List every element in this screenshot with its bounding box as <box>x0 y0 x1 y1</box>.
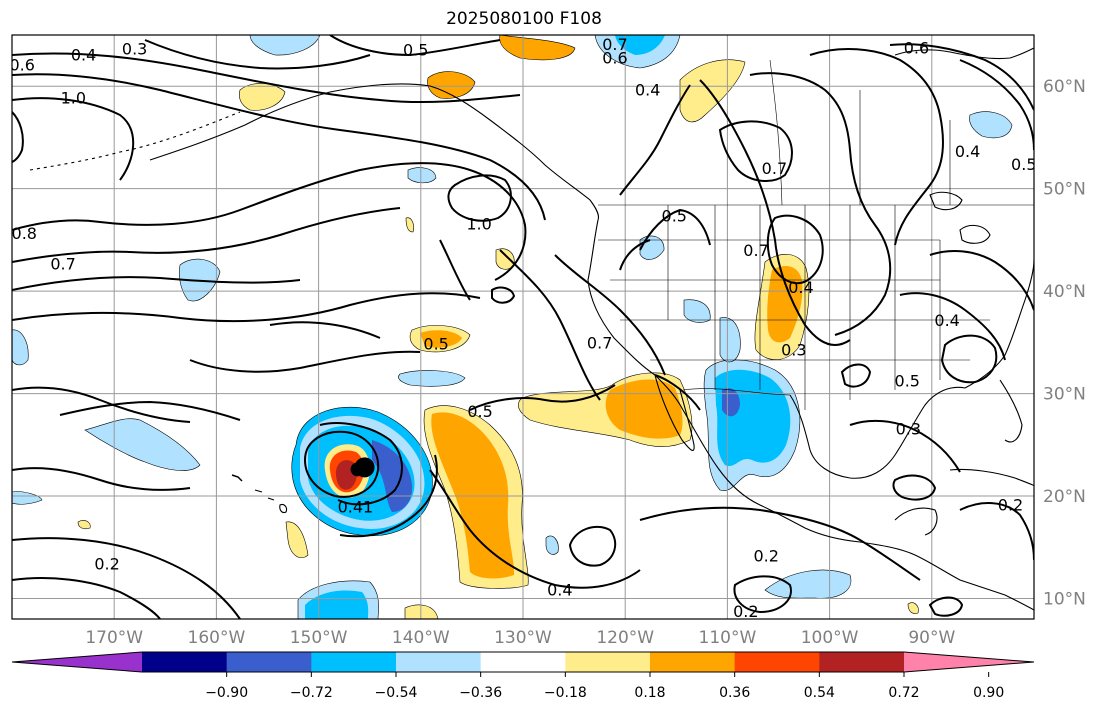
contour-label: 0.4 <box>788 278 813 297</box>
contour-label: 0.8 <box>12 224 37 243</box>
longitude-tick-label: 160°W <box>188 628 246 648</box>
contour-label: 0.7 <box>743 241 768 260</box>
contour-label: 0.6 <box>904 38 929 57</box>
contour-label: 0.41 <box>338 497 374 516</box>
colorbar-segment <box>565 652 651 672</box>
colorbar-segment <box>226 652 312 672</box>
colorbar-segment <box>396 652 482 672</box>
latitude-tick-label: 50°N <box>1043 180 1086 200</box>
contour-label: 0.2 <box>998 495 1023 514</box>
contour-label: 0.7 <box>762 159 787 178</box>
longitude-tick-label: 130°W <box>494 628 552 648</box>
colorbar-segment <box>142 652 228 672</box>
contour-label: 0.5 <box>403 40 428 59</box>
coastlines <box>29 47 1034 611</box>
colorbar-tick-label: −0.72 <box>290 685 333 701</box>
contour-label: 0.7 <box>50 255 75 274</box>
contour-label: 0.2 <box>754 547 779 566</box>
colorbar-segment <box>819 652 905 672</box>
latitude-tick-label: 60°N <box>1043 77 1086 97</box>
longitude-tick-label: 100°W <box>801 628 859 648</box>
colorbar-tick-label: −0.18 <box>544 685 587 701</box>
contour-labels: 0.60.4 0.31.00.5 0.70.60.40.70.60.40.51.00… <box>9 35 1036 621</box>
contour-label: 0.6 <box>9 56 34 75</box>
contour-label: 0.5 <box>895 371 920 390</box>
colorbar: −0.90 −0.72 −0.54 −0.36 −0.18 0.18 0.36 0.54 0.7… <box>11 651 1035 701</box>
colorbar-segment <box>480 652 566 672</box>
contour-label: 0.7 <box>587 333 612 352</box>
colorbar-segment <box>734 652 820 672</box>
longitude-tick-label: 170°W <box>85 628 143 648</box>
colorbar-tick-label: 0.36 <box>719 685 750 701</box>
colorbar-tick-label: 0.54 <box>804 685 835 701</box>
contour-label: 0.3 <box>896 419 921 438</box>
contour-label: 1.0 <box>466 215 491 234</box>
colorbar-tick-label: 0.90 <box>973 685 1004 701</box>
contour-label: 0.4 <box>635 80 660 99</box>
contour-label: 0.5 <box>1011 155 1036 174</box>
contour-label: 0.5 <box>467 402 492 421</box>
colorbar-extend-high <box>904 652 1034 672</box>
longitude-tick-label: 140°W <box>392 628 450 648</box>
colorbar-extend-low <box>12 652 142 672</box>
latitude-tick-label: 10°N <box>1043 590 1086 610</box>
contour-label: 0.6 <box>602 49 627 68</box>
contour-label: 0.4 <box>547 580 572 599</box>
political-borders <box>598 59 1034 410</box>
contour-label: 0.5 <box>662 206 687 225</box>
longitude-tick-label: 120°W <box>596 628 654 648</box>
map-frame <box>11 34 1035 620</box>
longitude-axis: 170°W 160°W 150°W 140°W 130°W 120°W 110°W 100°W… <box>85 628 955 648</box>
contour-label: 0.3 <box>781 341 806 360</box>
longitude-tick-label: 110°W <box>699 628 757 648</box>
latitude-tick-label: 40°N <box>1043 282 1086 302</box>
longitude-tick-label: 150°W <box>290 628 348 648</box>
map-title: 2025080100 F108 <box>446 9 602 29</box>
colorbar-segment <box>650 652 736 672</box>
contour-lines <box>12 35 1034 619</box>
contour-label: 0.2 <box>733 602 758 621</box>
colorbar-tick-label: −0.54 <box>375 685 418 701</box>
colorbar-tick-label: 0.72 <box>888 685 919 701</box>
map-gridlines <box>12 35 1034 619</box>
colorbar-tick-label: 0.18 <box>634 685 665 701</box>
contour-label: 0.4 <box>955 142 980 161</box>
latitude-tick-label: 20°N <box>1043 487 1086 507</box>
storm-center-marker <box>350 457 375 478</box>
contour-label: 0.5 <box>423 334 448 353</box>
longitude-tick-label: 90°W <box>908 628 955 648</box>
contour-label: 0.3 <box>122 39 147 58</box>
contour-label: 0.4 <box>71 45 96 64</box>
colorbar-tick-label: −0.36 <box>459 685 502 701</box>
colorbar-segment <box>311 652 397 672</box>
contour-label: 0.7 <box>602 35 627 54</box>
map-area: 0.60.4 0.31.00.5 0.70.60.40.70.60.40.51.00… <box>9 35 1036 621</box>
latitude-axis: 60°N 50°N 40°N 30°N 20°N 10°N <box>1043 77 1086 609</box>
colorbar-outline <box>11 651 1035 673</box>
storm-center-dot <box>354 457 375 478</box>
colorbar-tick-label: −0.90 <box>205 685 248 701</box>
contour-label: 1.0 <box>61 89 86 108</box>
latitude-tick-label: 30°N <box>1043 385 1086 405</box>
contour-label: 0.2 <box>94 555 119 574</box>
contour-label: 0.4 <box>934 311 959 330</box>
